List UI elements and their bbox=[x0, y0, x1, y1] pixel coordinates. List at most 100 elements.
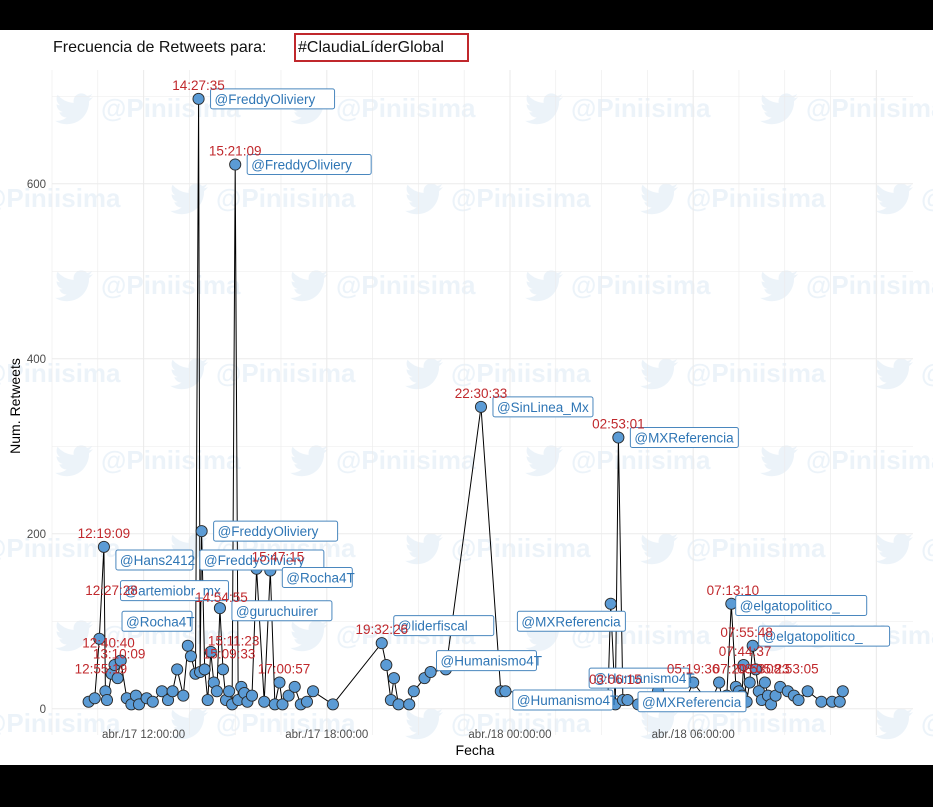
twitter-bird-icon bbox=[640, 533, 678, 565]
time-label: 05:19:36 bbox=[667, 662, 720, 677]
data-point bbox=[737, 658, 750, 672]
data-point bbox=[792, 693, 805, 707]
data-point bbox=[213, 602, 226, 615]
twitter-bird-icon bbox=[405, 533, 443, 565]
watermark-text: @Piniisima bbox=[571, 93, 711, 123]
twitter-bird-icon bbox=[875, 358, 913, 390]
twitter-bird-icon bbox=[525, 93, 563, 125]
data-point bbox=[100, 693, 114, 707]
time-annotations: 14:27:35 15:21:09 12:19:09 12:27:28 15:47:15… bbox=[75, 78, 819, 687]
time-label: 17:00:57 bbox=[258, 662, 311, 677]
user-label-box bbox=[119, 580, 229, 602]
data-point bbox=[380, 658, 393, 672]
user-label-text: @FreddyOliviery bbox=[215, 92, 316, 107]
watermark-text: @Piniisima bbox=[806, 93, 933, 123]
watermark-text: @Piniisima bbox=[686, 358, 826, 388]
user-label-box bbox=[735, 595, 868, 616]
watermark-text: @Piniisima bbox=[921, 708, 933, 738]
y-tick-label: 400 bbox=[27, 354, 46, 366]
watermark-text: @Piniisima bbox=[921, 533, 933, 563]
data-point bbox=[204, 645, 217, 658]
twitter-bird-icon bbox=[875, 533, 913, 565]
data-point bbox=[836, 685, 849, 698]
chart-area: @Piniisima @Piniisima @Piniisima @Piniisima… bbox=[0, 30, 933, 765]
user-label-text: @elgatopolitico_ bbox=[763, 629, 864, 644]
axes: 0 200 400 600 abr./17 12:00:00 abr./17 18:00:… bbox=[27, 179, 735, 741]
user-label-box bbox=[637, 691, 747, 713]
user-label: @artemiobr_mx bbox=[119, 580, 229, 602]
watermark-text: @Piniisima bbox=[216, 358, 356, 388]
data-point bbox=[146, 695, 159, 708]
user-label: @MXReferencia bbox=[516, 610, 626, 632]
time-label: 07:44:37 bbox=[719, 644, 772, 659]
user-label: @Humanismo4T bbox=[435, 650, 542, 672]
time-label: 14:54:55 bbox=[195, 590, 248, 605]
user-label-text: @SinLinea_Mx bbox=[497, 400, 589, 415]
user-annotations: @FreddyOliviery @FreddyOliviery @FreddyOli… bbox=[115, 88, 891, 713]
user-label-text: @FreddyOliviery bbox=[218, 524, 319, 539]
twitter-bird-icon bbox=[290, 620, 328, 652]
x-axis-title: Fecha bbox=[456, 742, 495, 758]
user-label-box bbox=[213, 520, 339, 542]
watermark-text: @Piniisima bbox=[101, 270, 241, 300]
watermark-text: @Piniisima bbox=[336, 270, 476, 300]
time-label: 12:19:09 bbox=[78, 526, 131, 541]
user-label: @Rocha4T bbox=[281, 567, 355, 588]
time-label: 08:53:05 bbox=[766, 662, 819, 677]
data-point bbox=[758, 676, 771, 689]
twitter-bird-icon bbox=[405, 708, 443, 740]
data-point bbox=[815, 695, 828, 708]
user-label: @MXReferencia bbox=[637, 691, 747, 713]
data-point bbox=[93, 632, 106, 645]
user-label-box bbox=[246, 154, 372, 175]
time-label: 12:55:19 bbox=[75, 662, 128, 677]
user-label-text: @MXReferencia bbox=[521, 614, 621, 629]
chart-title-hashtag: #ClaudiaLíderGlobal bbox=[298, 39, 444, 56]
data-point bbox=[612, 431, 625, 444]
twitter-bird-icon bbox=[525, 445, 563, 477]
watermark-text: @Piniisima bbox=[451, 708, 591, 738]
time-label: 15:47:15 bbox=[252, 550, 305, 565]
twitter-bird-icon bbox=[170, 358, 208, 390]
twitter-bird-icon bbox=[290, 270, 328, 302]
chart-title-prefix: Frecuencia de Retweets para: bbox=[53, 39, 271, 56]
watermark-text: @Piniisima bbox=[0, 358, 121, 388]
data-point bbox=[282, 689, 295, 702]
watermark-text: @Piniisima bbox=[101, 445, 241, 475]
data-point bbox=[746, 639, 759, 652]
data-point bbox=[499, 685, 512, 698]
time-label: 15:11:23 bbox=[208, 634, 260, 649]
user-label-text: @artemiobr_mx bbox=[124, 584, 220, 599]
data-point bbox=[258, 695, 271, 708]
data-point bbox=[407, 685, 420, 698]
twitter-bird-icon bbox=[290, 445, 328, 477]
user-label-text: @FreddyOliviery bbox=[204, 553, 305, 568]
data-point bbox=[392, 698, 405, 711]
user-label-box bbox=[435, 650, 537, 672]
user-label-text: @Hans2412 bbox=[120, 553, 195, 568]
user-label-text: @FreddyOliviery bbox=[251, 158, 352, 173]
twitter-bird-icon bbox=[875, 183, 913, 215]
data-point bbox=[375, 637, 388, 650]
time-label: 02:53:01 bbox=[592, 417, 645, 432]
user-label-box bbox=[588, 667, 690, 689]
watermark-text: @Piniisima bbox=[571, 270, 711, 300]
time-label: 15:21:09 bbox=[209, 144, 262, 159]
user-label-box bbox=[492, 396, 594, 418]
user-label: @elgatopolitico_ bbox=[758, 625, 891, 647]
watermark-text: @Piniisima bbox=[686, 533, 826, 563]
x-tick-label: abr./17 12:00:00 bbox=[102, 729, 185, 741]
watermark-text: @Piniisima bbox=[0, 183, 121, 213]
y-axis-title: Num. Retweets bbox=[7, 358, 23, 454]
twitter-bird-icon bbox=[640, 183, 678, 215]
watermark-text: @Piniisima bbox=[451, 183, 591, 213]
user-label-box bbox=[281, 567, 353, 588]
data-point bbox=[88, 692, 101, 705]
time-label: 03:06:15 bbox=[589, 672, 642, 687]
data-point bbox=[387, 672, 401, 685]
watermark-text: @Piniisima bbox=[216, 183, 356, 213]
time-label: 08:05:23 bbox=[737, 662, 790, 677]
data-point bbox=[223, 685, 236, 698]
user-label: @Hans2412 bbox=[115, 549, 195, 571]
data-point bbox=[111, 672, 124, 685]
